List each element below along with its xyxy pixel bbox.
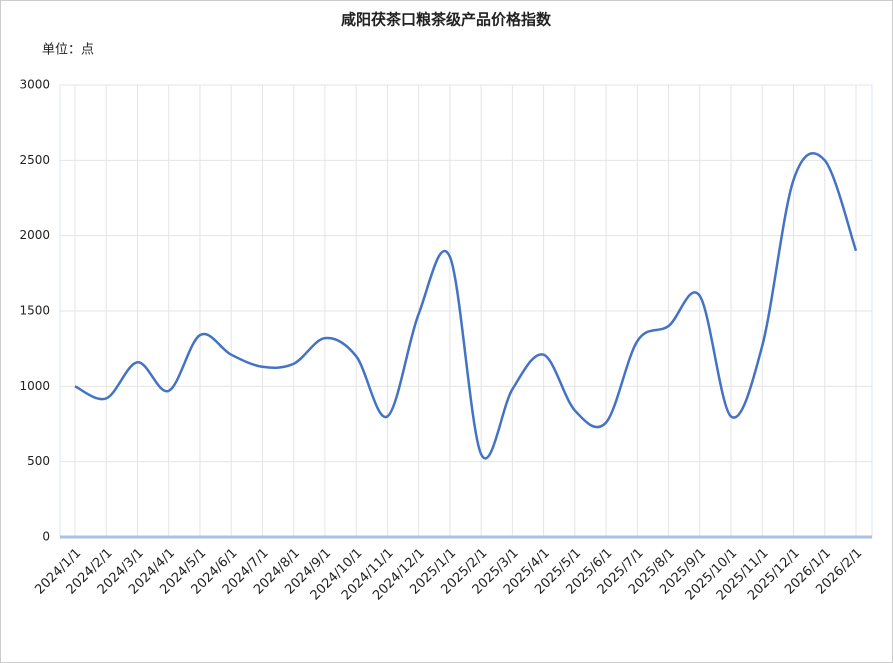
y-tick-label: 2500 (19, 153, 50, 167)
y-tick-label: 3000 (19, 78, 50, 92)
y-tick-label: 500 (27, 454, 50, 468)
y-tick-label: 1500 (19, 304, 50, 318)
unit-label: 单位：点 (42, 43, 94, 58)
data-line (74, 151, 858, 460)
y-tick-label: 1000 (19, 379, 50, 393)
y-tick-label: 2000 (19, 228, 50, 242)
y-tick-label: 0 (42, 530, 50, 544)
chart-title: 咸阳茯茶口粮茶级产品价格指数 (341, 11, 552, 29)
